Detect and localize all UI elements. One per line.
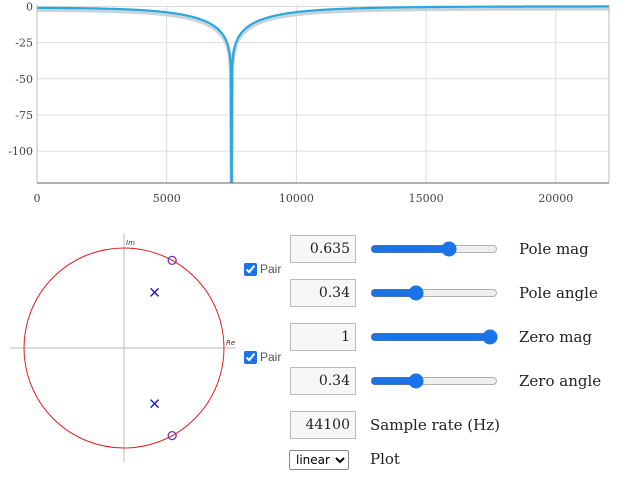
response-curve: [37, 5, 609, 184]
y-tick-label: -100: [8, 145, 33, 158]
pole-marker[interactable]: [150, 287, 160, 297]
x-tick-label: 0: [34, 192, 41, 205]
sample-rate-input[interactable]: [290, 411, 356, 439]
zero-mag-label: Zero mag: [519, 328, 593, 346]
pole-mag-slider[interactable]: [370, 239, 498, 259]
y-tick-labels: 0 -25 -50 -75 -100: [8, 0, 33, 158]
y-tick-label: 0: [26, 0, 33, 13]
unit-circle: [23, 247, 225, 449]
x-tick-labels: 0 5000 10000 15000 20000: [34, 192, 574, 205]
zero-pair-toggle[interactable]: Pair: [244, 350, 281, 364]
zero-angle-input[interactable]: [290, 367, 356, 395]
pole-angle-label: Pole angle: [519, 284, 598, 302]
x-tick-label: 15000: [409, 192, 444, 205]
chart-axes: [36, 5, 610, 184]
chart-curves: [37, 5, 609, 184]
plot-scale-select[interactable]: linear: [289, 450, 349, 470]
pole-mag-label: Pole mag: [519, 240, 589, 258]
pole-zero-plot[interactable]: Im Re: [8, 232, 238, 464]
x-tick-label: 20000: [538, 192, 573, 205]
x-tick-label: 10000: [279, 192, 314, 205]
frequency-response-chart: 0 5000 10000 15000 20000 0 -25 -50 -75 -100: [8, 0, 610, 205]
sample-rate-label: Sample rate (Hz): [370, 416, 500, 434]
zero-marker[interactable]: [167, 255, 177, 266]
zero-pair-label: Pair: [260, 350, 282, 364]
zero-angle-slider[interactable]: [370, 371, 498, 391]
x-tick-label: 5000: [153, 192, 181, 205]
pole-angle-slider[interactable]: [370, 283, 498, 303]
y-tick-label: -50: [15, 73, 33, 86]
pole-zero-markers[interactable]: [150, 255, 177, 441]
response-shadow: [37, 6, 609, 184]
pole-pair-label: Pair: [260, 262, 282, 276]
chart-grid: [36, 5, 609, 183]
zero-angle-label: Zero angle: [519, 372, 602, 390]
zero-mag-input[interactable]: [290, 323, 356, 351]
y-tick-label: -75: [15, 109, 33, 122]
plot-label: Plot: [370, 450, 400, 468]
imaginary-axis-label: Im: [126, 239, 135, 247]
zero-mag-slider[interactable]: [370, 327, 498, 347]
pole-marker[interactable]: [150, 399, 160, 409]
zero-pair-checkbox[interactable]: [244, 350, 257, 364]
real-axis-label: Re: [226, 339, 235, 347]
pole-pair-toggle[interactable]: Pair: [244, 262, 281, 276]
pole-mag-input[interactable]: [290, 235, 356, 263]
pole-angle-input[interactable]: [290, 279, 356, 307]
zero-marker[interactable]: [167, 430, 177, 441]
y-tick-label: -25: [15, 37, 33, 50]
pole-pair-checkbox[interactable]: [244, 262, 257, 276]
